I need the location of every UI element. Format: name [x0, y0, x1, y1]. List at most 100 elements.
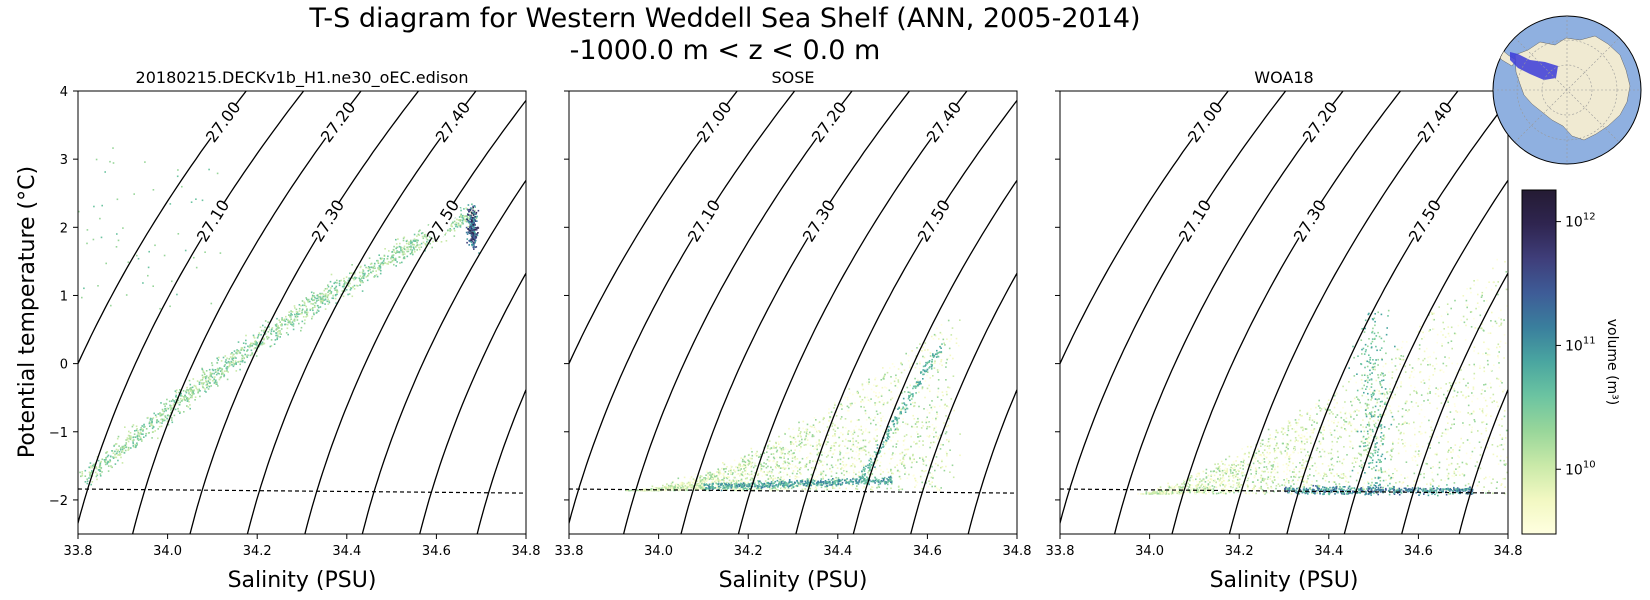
data-point [912, 475, 915, 477]
data-point [730, 481, 733, 484]
data-point [740, 489, 743, 491]
data-point [473, 212, 476, 215]
data-point [780, 476, 782, 479]
data-point [905, 434, 908, 436]
data-point [268, 326, 270, 328]
data-point [858, 453, 860, 456]
data-point [830, 479, 833, 481]
data-point [717, 474, 720, 477]
data-point [932, 353, 934, 355]
data-point [722, 473, 724, 476]
data-point [1263, 454, 1265, 456]
data-point [861, 383, 864, 386]
data-point [410, 245, 412, 247]
data-point [466, 238, 469, 240]
data-point [919, 435, 922, 437]
data-point [902, 458, 904, 460]
data-point [246, 350, 248, 352]
data-point [470, 214, 472, 217]
data-point [773, 457, 776, 460]
data-point [717, 479, 720, 481]
data-point [743, 482, 746, 485]
data-point [863, 473, 866, 476]
data-point [424, 233, 427, 236]
data-point [830, 475, 833, 477]
data-point [191, 390, 194, 392]
data-point [746, 484, 748, 486]
data-point [881, 386, 884, 389]
data-point [692, 485, 695, 487]
data-point [157, 420, 160, 423]
data-point [894, 453, 897, 455]
data-point [898, 417, 900, 420]
data-point [167, 423, 170, 426]
data-point [225, 359, 227, 361]
data-point [137, 432, 140, 434]
data-point [1319, 410, 1322, 412]
data-point [660, 487, 663, 490]
data-point [922, 458, 924, 461]
data-point [896, 427, 898, 429]
data-point [277, 331, 279, 333]
data-point [852, 443, 855, 446]
data-point [935, 456, 938, 458]
data-point [283, 319, 285, 322]
data-point [1205, 476, 1208, 478]
data-point [470, 207, 472, 209]
data-point [798, 427, 801, 429]
data-point [1226, 489, 1229, 491]
data-point [98, 469, 101, 471]
data-point [826, 485, 828, 487]
data-point [103, 459, 106, 461]
data-point [932, 356, 935, 358]
data-point [874, 482, 876, 484]
data-point [831, 466, 834, 469]
data-point [904, 408, 907, 411]
data-point [412, 246, 415, 248]
data-point [753, 483, 756, 485]
data-point [687, 486, 690, 488]
data-point [945, 431, 948, 433]
data-point [432, 237, 434, 240]
data-point [912, 453, 914, 456]
data-point [1447, 332, 1450, 335]
data-point [922, 425, 924, 427]
data-point [796, 476, 798, 478]
data-point [746, 477, 748, 479]
data-point [182, 390, 185, 392]
data-point [770, 447, 773, 449]
data-point [910, 445, 912, 448]
data-point [425, 237, 428, 239]
data-point [401, 247, 403, 249]
data-point [414, 240, 417, 242]
data-point [658, 488, 660, 490]
data-point [125, 294, 128, 296]
data-point [933, 429, 935, 431]
data-point [224, 364, 226, 366]
data-point [874, 476, 877, 479]
data-point [885, 431, 888, 433]
data-point [301, 312, 303, 315]
data-point [708, 478, 711, 480]
data-point [1458, 456, 1460, 459]
data-point [1269, 452, 1271, 454]
data-point [730, 472, 732, 475]
data-point [181, 395, 183, 397]
data-point [326, 296, 329, 299]
data-point [457, 224, 460, 227]
data-point [142, 282, 144, 284]
x-tick-label: 33.8 [64, 544, 93, 559]
data-point [867, 477, 869, 479]
data-point [1360, 379, 1363, 381]
data-point [685, 483, 688, 486]
data-point [878, 481, 880, 483]
data-point [860, 465, 863, 467]
data-point [1361, 382, 1363, 384]
data-point [275, 323, 278, 325]
data-point [1226, 471, 1228, 474]
data-point [805, 463, 808, 466]
data-point [820, 483, 822, 485]
data-point [718, 473, 720, 476]
data-point [937, 437, 939, 440]
data-point [160, 418, 162, 421]
